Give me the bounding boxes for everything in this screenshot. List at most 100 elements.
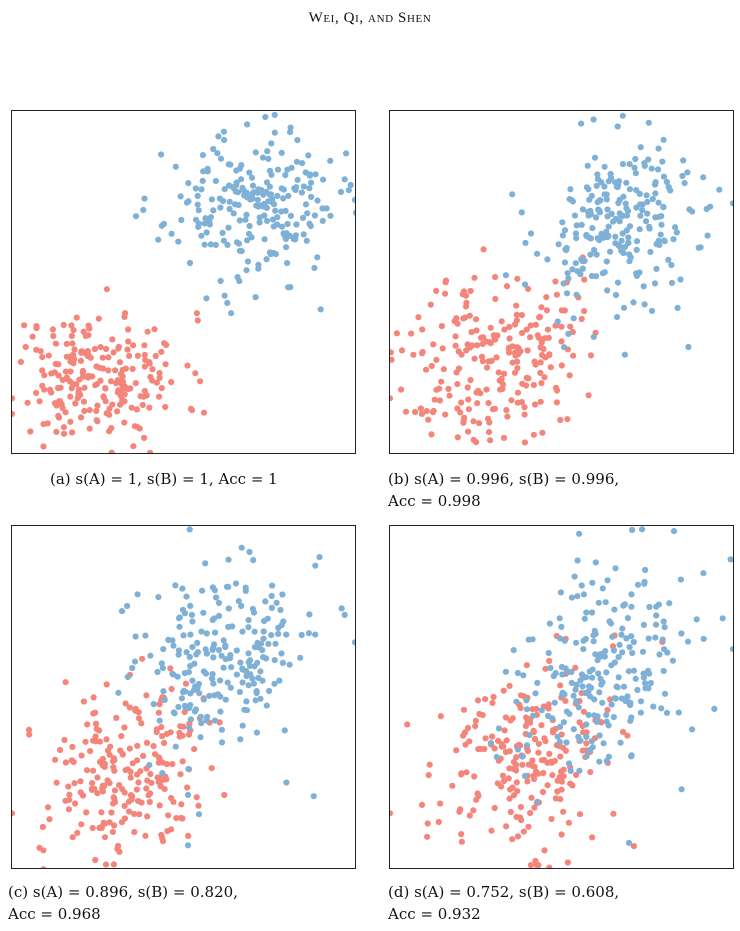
data-point-a xyxy=(72,400,79,407)
data-point-a xyxy=(552,278,559,285)
data-point-a xyxy=(460,706,468,713)
data-point-a xyxy=(525,285,532,292)
data-point-b xyxy=(252,294,259,301)
data-point-a xyxy=(476,420,483,427)
data-point-b xyxy=(236,217,243,224)
data-point-a xyxy=(529,757,536,764)
data-point-a xyxy=(61,736,68,744)
data-point-b xyxy=(327,157,334,164)
data-point-b xyxy=(303,237,310,244)
data-point-b xyxy=(610,714,617,721)
data-point-b xyxy=(563,290,571,297)
data-point-a xyxy=(514,389,522,396)
data-point-b xyxy=(146,762,153,769)
data-point-a xyxy=(92,738,99,745)
data-point-a xyxy=(65,783,72,790)
data-point-b xyxy=(596,651,603,658)
data-point-a xyxy=(548,759,555,766)
data-point-a xyxy=(192,370,199,377)
data-point-a xyxy=(390,349,394,356)
data-point-a xyxy=(455,365,463,372)
data-point-b xyxy=(613,314,621,321)
data-point-b xyxy=(583,721,590,728)
data-point-b xyxy=(568,668,575,675)
data-point-b xyxy=(238,602,245,610)
data-point-b xyxy=(248,174,256,181)
data-point-b xyxy=(619,625,626,632)
data-point-b xyxy=(252,149,259,156)
data-point-b xyxy=(212,177,219,185)
data-point-b xyxy=(283,230,290,237)
data-point-b xyxy=(185,669,192,676)
data-point-b xyxy=(181,610,189,617)
data-point-a xyxy=(508,397,515,404)
scatter-plot-a xyxy=(12,111,355,453)
data-point-a xyxy=(546,864,553,868)
data-point-b xyxy=(272,640,279,647)
data-point-b xyxy=(704,232,711,239)
data-point-b xyxy=(235,240,243,247)
data-point-a xyxy=(546,750,553,757)
data-point-a xyxy=(169,761,176,768)
data-point-b xyxy=(169,637,176,644)
data-point-b xyxy=(221,186,228,193)
data-point-b xyxy=(521,281,529,288)
data-point-b xyxy=(219,229,226,236)
data-point-a xyxy=(515,741,523,748)
data-point-b xyxy=(302,201,310,208)
data-point-a xyxy=(463,769,470,776)
data-point-b xyxy=(633,204,640,211)
data-point-a xyxy=(567,323,574,330)
data-point-b xyxy=(641,578,648,586)
data-point-b xyxy=(660,667,667,675)
data-point-b xyxy=(593,718,601,725)
data-point-b xyxy=(227,684,234,691)
data-point-a xyxy=(86,325,93,332)
data-point-b xyxy=(656,241,663,249)
data-point-a xyxy=(87,354,94,361)
data-point-a xyxy=(534,332,541,339)
data-point-b xyxy=(596,207,603,214)
data-point-b xyxy=(278,650,285,657)
data-point-b xyxy=(633,270,640,277)
data-point-b xyxy=(210,207,217,214)
data-point-a xyxy=(40,443,47,450)
data-point-a xyxy=(137,768,144,775)
data-point-b xyxy=(222,696,229,703)
data-point-b xyxy=(250,189,257,196)
data-point-a xyxy=(121,724,128,731)
data-point-a xyxy=(78,821,85,828)
data-point-b xyxy=(194,639,201,646)
data-point-a xyxy=(511,369,519,376)
data-point-a xyxy=(492,295,499,302)
data-point-b xyxy=(618,247,625,254)
data-point-a xyxy=(523,382,530,389)
data-point-a xyxy=(114,408,121,415)
data-point-b xyxy=(312,171,319,178)
data-point-a xyxy=(74,395,81,402)
data-point-a xyxy=(46,816,53,823)
data-point-b xyxy=(618,237,625,244)
data-point-b xyxy=(228,310,235,317)
data-point-a xyxy=(102,861,110,868)
data-point-a xyxy=(507,808,514,816)
data-point-a xyxy=(40,847,47,854)
data-point-b xyxy=(132,213,140,220)
data-point-b xyxy=(232,201,239,208)
data-point-b xyxy=(218,652,225,659)
data-point-a xyxy=(121,419,128,426)
data-point-b xyxy=(244,258,252,265)
data-point-b xyxy=(256,214,263,221)
data-point-b xyxy=(557,635,564,642)
data-point-a xyxy=(431,396,438,403)
data-point-a xyxy=(48,389,55,396)
data-point-a xyxy=(544,326,552,333)
data-point-a xyxy=(108,809,115,816)
data-point-a xyxy=(460,315,467,322)
data-point-a xyxy=(514,365,521,372)
data-point-a xyxy=(56,398,63,405)
caption-b-line1: (b) s(A) = 0.996, s(B) = 0.996, xyxy=(388,470,620,488)
data-point-b xyxy=(622,696,629,703)
data-point-b xyxy=(727,556,733,563)
data-point-b xyxy=(212,241,219,248)
